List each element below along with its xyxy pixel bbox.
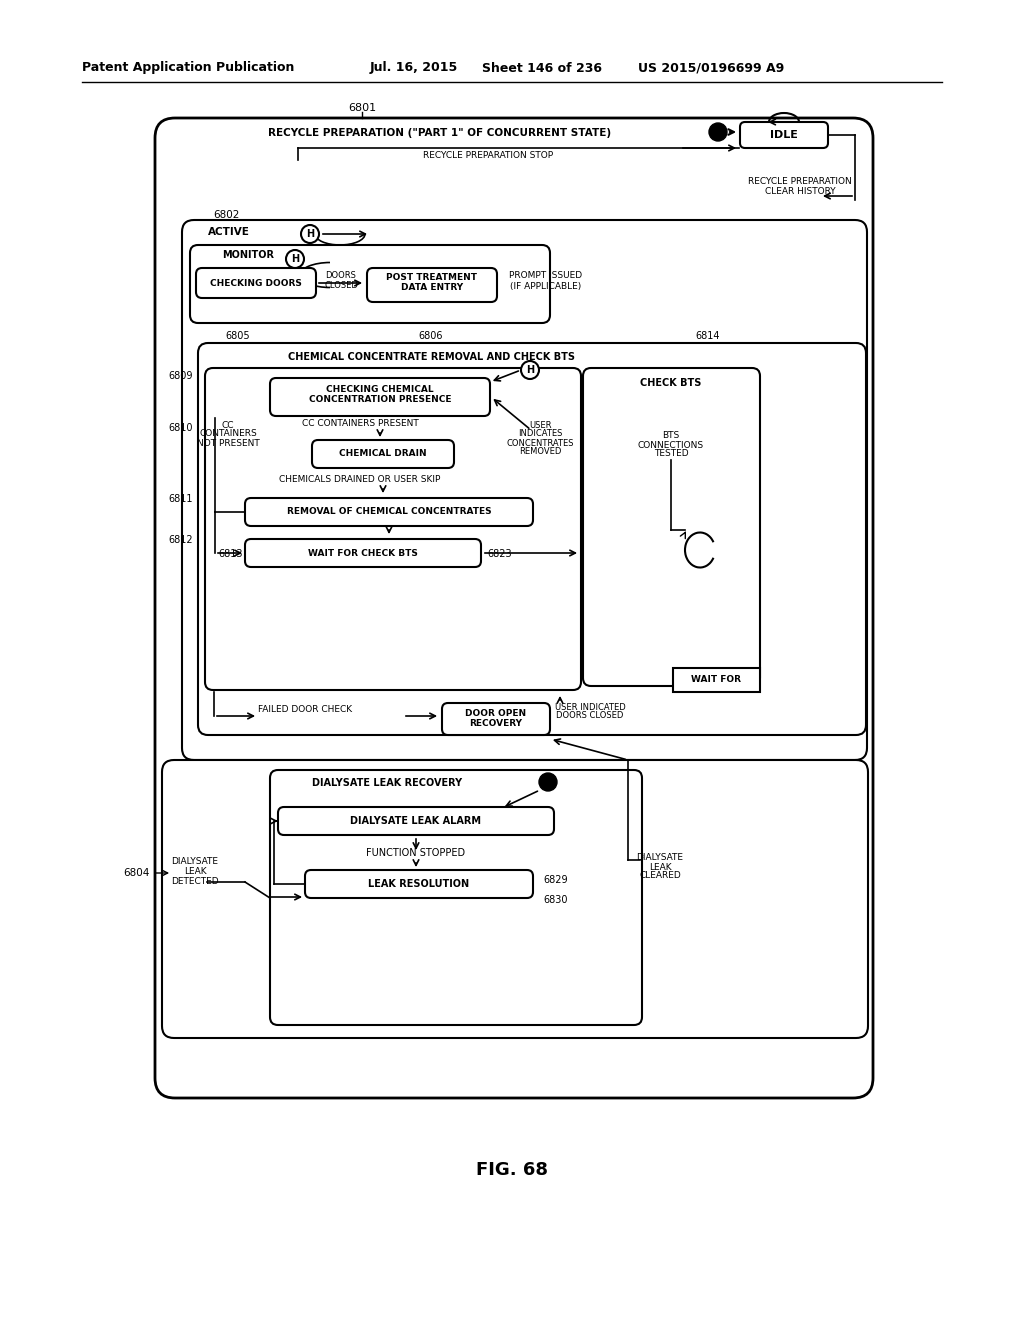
Text: CONNECTIONS: CONNECTIONS <box>638 441 705 450</box>
Text: 6823: 6823 <box>487 549 512 558</box>
Text: RECYCLE PREPARATION: RECYCLE PREPARATION <box>749 177 852 186</box>
FancyBboxPatch shape <box>245 498 534 525</box>
Text: 6801: 6801 <box>348 103 376 114</box>
Text: MONITOR: MONITOR <box>222 249 274 260</box>
Text: 6829: 6829 <box>543 875 567 884</box>
Text: CC: CC <box>222 421 234 429</box>
Text: REMOVED: REMOVED <box>519 447 561 457</box>
Text: CHECKING CHEMICAL: CHECKING CHEMICAL <box>327 385 434 395</box>
FancyBboxPatch shape <box>162 760 868 1038</box>
Text: DETECTED: DETECTED <box>171 878 219 887</box>
Text: ACTIVE: ACTIVE <box>208 227 250 238</box>
Text: 6814: 6814 <box>695 331 720 341</box>
Text: H: H <box>306 228 314 239</box>
Circle shape <box>301 224 319 243</box>
Text: (IF APPLICABLE): (IF APPLICABLE) <box>510 281 582 290</box>
Text: CC CONTAINERS PRESENT: CC CONTAINERS PRESENT <box>302 420 419 429</box>
Text: 6810: 6810 <box>168 422 193 433</box>
Text: LEAK: LEAK <box>183 867 206 876</box>
Text: 6805: 6805 <box>225 331 250 341</box>
FancyBboxPatch shape <box>245 539 481 568</box>
Text: USER INDICATED: USER INDICATED <box>555 702 626 711</box>
Text: DOOR OPEN: DOOR OPEN <box>466 710 526 718</box>
Circle shape <box>286 249 304 268</box>
Text: USER: USER <box>528 421 551 429</box>
Text: DIALYSATE: DIALYSATE <box>171 858 218 866</box>
FancyBboxPatch shape <box>270 378 490 416</box>
Text: FUNCTION STOPPED: FUNCTION STOPPED <box>367 847 466 858</box>
Circle shape <box>521 360 539 379</box>
Text: WAIT FOR: WAIT FOR <box>691 676 741 685</box>
Text: DOORS CLOSED: DOORS CLOSED <box>556 711 624 721</box>
FancyBboxPatch shape <box>196 268 316 298</box>
Text: DATA ENTRY: DATA ENTRY <box>401 284 463 293</box>
Text: Sheet 146 of 236: Sheet 146 of 236 <box>482 62 602 74</box>
Text: 6830: 6830 <box>543 895 567 906</box>
FancyBboxPatch shape <box>270 770 642 1026</box>
Text: FIG. 68: FIG. 68 <box>476 1162 548 1179</box>
Text: FAILED DOOR CHECK: FAILED DOOR CHECK <box>258 705 352 714</box>
Text: CHECK BTS: CHECK BTS <box>640 378 701 388</box>
Text: RECYCLE PREPARATION STOP: RECYCLE PREPARATION STOP <box>423 150 553 160</box>
Text: H: H <box>526 366 535 375</box>
Text: Jul. 16, 2015: Jul. 16, 2015 <box>370 62 459 74</box>
FancyBboxPatch shape <box>740 121 828 148</box>
Text: DIALYSATE LEAK RECOVERY: DIALYSATE LEAK RECOVERY <box>312 777 462 788</box>
Circle shape <box>539 774 557 791</box>
Text: DOORS: DOORS <box>326 272 356 281</box>
Text: PROMPT ISSUED: PROMPT ISSUED <box>509 272 583 281</box>
FancyBboxPatch shape <box>190 246 550 323</box>
FancyBboxPatch shape <box>305 870 534 898</box>
Text: WAIT FOR CHECK BTS: WAIT FOR CHECK BTS <box>308 549 418 557</box>
FancyBboxPatch shape <box>312 440 454 469</box>
Text: CHEMICAL CONCENTRATE REMOVAL AND CHECK BTS: CHEMICAL CONCENTRATE REMOVAL AND CHECK B… <box>289 352 575 362</box>
FancyBboxPatch shape <box>278 807 554 836</box>
Text: CHECKING DOORS: CHECKING DOORS <box>210 279 302 288</box>
Text: US 2015/0196699 A9: US 2015/0196699 A9 <box>638 62 784 74</box>
Circle shape <box>709 123 727 141</box>
Text: LEAK: LEAK <box>648 862 672 871</box>
Text: DIALYSATE: DIALYSATE <box>637 854 683 862</box>
FancyBboxPatch shape <box>198 343 866 735</box>
Text: REMOVAL OF CHEMICAL CONCENTRATES: REMOVAL OF CHEMICAL CONCENTRATES <box>287 507 492 516</box>
Text: DIALYSATE LEAK ALARM: DIALYSATE LEAK ALARM <box>350 816 481 826</box>
Text: CONTAINERS: CONTAINERS <box>199 429 257 438</box>
Text: CONCENTRATES: CONCENTRATES <box>506 438 573 447</box>
Text: 6806: 6806 <box>418 331 442 341</box>
Text: RECYCLE PREPARATION ("PART 1" OF CONCURRENT STATE): RECYCLE PREPARATION ("PART 1" OF CONCURR… <box>268 128 611 139</box>
Text: 6804: 6804 <box>124 869 150 878</box>
Text: 6809: 6809 <box>168 371 193 381</box>
Bar <box>673 668 760 692</box>
Text: 6811: 6811 <box>168 494 193 504</box>
Text: BTS: BTS <box>663 432 680 441</box>
Text: CLOSED: CLOSED <box>324 281 358 289</box>
Text: NOT PRESENT: NOT PRESENT <box>197 438 259 447</box>
FancyBboxPatch shape <box>182 220 867 760</box>
FancyBboxPatch shape <box>367 268 497 302</box>
Text: CLEARED: CLEARED <box>639 871 681 880</box>
Text: CHEMICAL DRAIN: CHEMICAL DRAIN <box>339 450 427 458</box>
FancyBboxPatch shape <box>442 704 550 735</box>
FancyBboxPatch shape <box>155 117 873 1098</box>
Text: 6802: 6802 <box>213 210 240 220</box>
Text: 6813: 6813 <box>218 549 243 558</box>
Text: RECOVERY: RECOVERY <box>469 719 522 729</box>
Text: 6812: 6812 <box>168 535 193 545</box>
Text: CONCENTRATION PRESENCE: CONCENTRATION PRESENCE <box>309 396 452 404</box>
Text: POST TREATMENT: POST TREATMENT <box>386 273 477 282</box>
Text: H: H <box>291 253 299 264</box>
Text: Patent Application Publication: Patent Application Publication <box>82 62 294 74</box>
Text: TESTED: TESTED <box>653 450 688 458</box>
FancyBboxPatch shape <box>583 368 760 686</box>
Text: CHEMICALS DRAINED OR USER SKIP: CHEMICALS DRAINED OR USER SKIP <box>280 475 440 484</box>
Text: IDLE: IDLE <box>770 129 798 140</box>
Text: INDICATES: INDICATES <box>518 429 562 438</box>
Text: LEAK RESOLUTION: LEAK RESOLUTION <box>369 879 470 888</box>
Text: CLEAR HISTORY: CLEAR HISTORY <box>765 187 836 197</box>
FancyBboxPatch shape <box>205 368 581 690</box>
